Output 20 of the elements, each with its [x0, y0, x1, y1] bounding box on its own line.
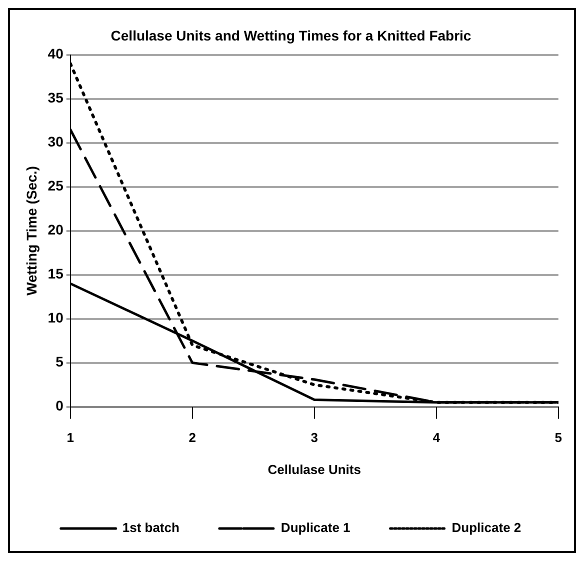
- x-tick-label: 1: [66, 430, 74, 446]
- y-tick-label: 20: [48, 222, 64, 238]
- x-tick-label: 3: [310, 430, 318, 446]
- x-tick-label: 5: [554, 430, 562, 446]
- x-axis-title: Cellulase Units: [268, 462, 361, 477]
- y-tick-label: 30: [48, 134, 64, 150]
- legend-label: 1st batch: [122, 520, 180, 536]
- y-tick-label: 40: [48, 46, 64, 62]
- y-tick-label: 5: [56, 354, 64, 370]
- y-tick-label: 25: [48, 178, 64, 194]
- chart-title: Cellulase Units and Wetting Times for a Knitted Fabric: [110, 27, 472, 44]
- y-axis-title: Wetting Time (Sec.): [23, 166, 40, 296]
- y-tick-label: 15: [48, 266, 64, 282]
- legend-label: Duplicate 1: [280, 520, 350, 536]
- y-tick-label: 10: [48, 310, 64, 326]
- y-tick-label: 35: [48, 90, 64, 106]
- x-tick-label: 4: [432, 430, 441, 446]
- legend-label: Duplicate 2: [452, 520, 522, 536]
- x-tick-label: 2: [188, 430, 196, 446]
- y-tick-label: 0: [56, 398, 64, 414]
